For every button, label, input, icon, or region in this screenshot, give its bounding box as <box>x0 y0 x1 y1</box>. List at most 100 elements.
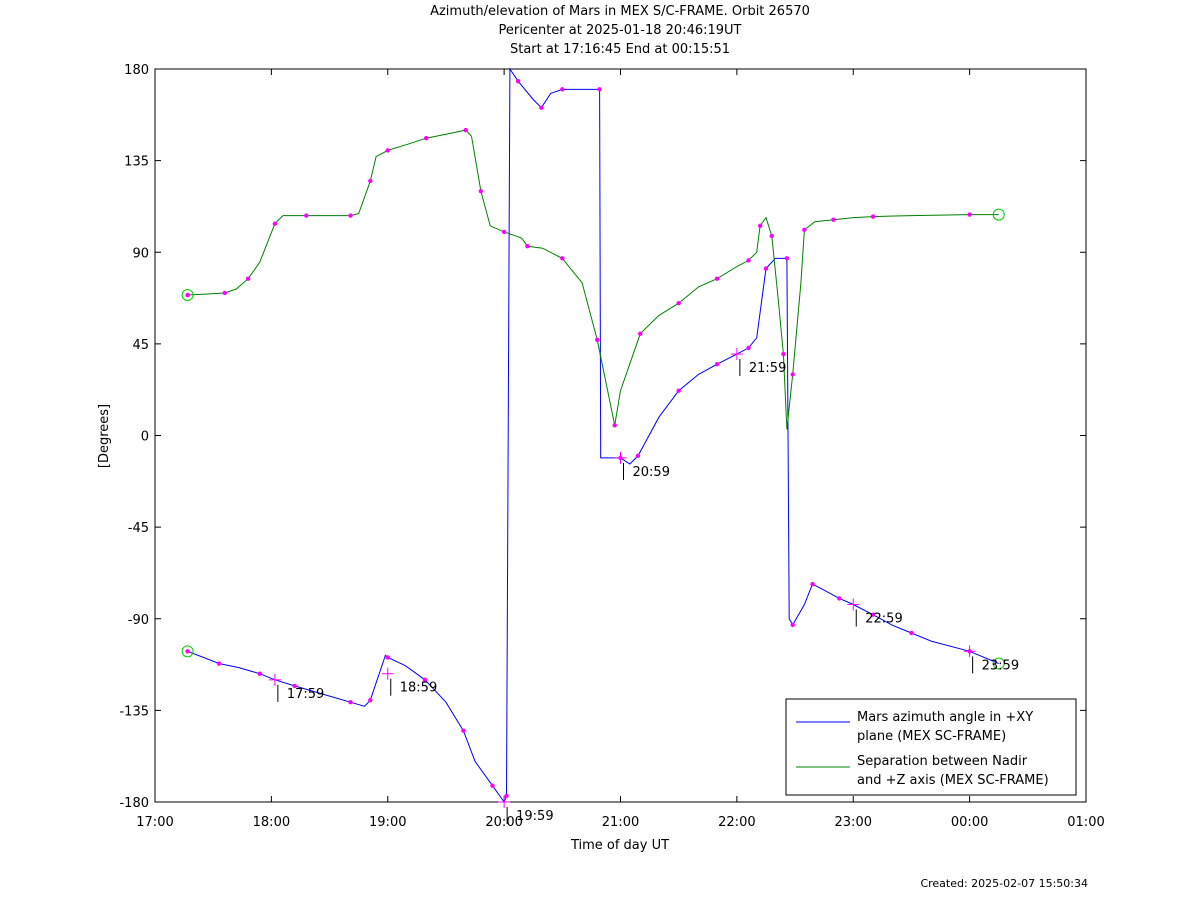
data-point-marker <box>831 217 836 222</box>
data-point-marker <box>870 214 876 219</box>
data-point-marker <box>790 622 795 628</box>
data-point-marker <box>368 697 373 703</box>
data-point-marker <box>802 227 807 233</box>
y-tick-label: 180 <box>124 63 149 78</box>
annotation-label: 22:59 <box>865 611 902 626</box>
endpoint-circle-marker <box>181 645 194 658</box>
x-tick-label: 22:00 <box>718 815 755 830</box>
data-point-marker <box>490 783 495 788</box>
y-tick-label: 0 <box>141 430 149 445</box>
x-tick-label: 01:00 <box>1067 815 1104 830</box>
data-point-marker <box>216 661 222 666</box>
data-point-marker <box>257 671 262 676</box>
legend-azimuth-line2: plane (MEX SC-FRAME) <box>857 729 1006 744</box>
data-point-marker <box>463 127 468 133</box>
x-tick-label: 18:00 <box>253 815 290 830</box>
annotation-label: 23:59 <box>982 658 1019 673</box>
y-tick-label: 135 <box>124 155 149 170</box>
legend-separation-line1: Separation between Nadir <box>857 754 1028 769</box>
data-point-marker <box>714 276 720 281</box>
data-point-marker <box>790 372 795 377</box>
data-point-marker <box>501 229 507 235</box>
annotation-label: 21:59 <box>749 361 786 376</box>
annotation-label: 20:59 <box>633 465 670 480</box>
data-point-marker <box>348 213 353 218</box>
axis-ticks: 17:00 18:00 19:00 20:00 21:00 22:00 23:00 00:00… <box>119 63 1104 830</box>
annotation-label: 17:59 <box>287 687 324 702</box>
endpoint-circle-marker <box>992 657 1005 670</box>
data-point-marker <box>909 630 914 636</box>
data-point-marker <box>612 423 617 428</box>
endpoint-circle-marker <box>181 289 194 302</box>
data-point-marker <box>784 256 790 261</box>
data-point-marker <box>461 728 466 733</box>
time-annotations: 17:59 18:59 19:59 20:59 21:59 22:59 23:59 <box>277 359 1019 824</box>
data-point-marker <box>348 700 353 705</box>
annotation-label: 19:59 <box>516 809 553 824</box>
y-tick-label: -135 <box>119 704 149 719</box>
data-point-marker <box>222 290 228 296</box>
x-tick-label: 20:00 <box>485 815 522 830</box>
data-point-marker <box>676 300 681 306</box>
chart-title: Azimuth/elevation of Mars in MEX S/C-FRA… <box>430 4 810 19</box>
data-point-marker <box>368 178 373 184</box>
x-tick-label: 19:00 <box>369 815 406 830</box>
data-point-marker <box>304 213 309 218</box>
legend-separation-line2: and +Z axis (MEX SC-FRAME) <box>857 773 1049 788</box>
y-tick-label: 45 <box>132 338 149 353</box>
series-markers <box>181 79 1005 808</box>
x-tick-label: 21:00 <box>602 815 639 830</box>
created-timestamp: Created: 2025-02-07 15:50:34 <box>920 877 1088 890</box>
data-point-marker <box>635 453 641 459</box>
endpoint-circle-marker <box>992 208 1005 221</box>
data-point-marker <box>560 87 565 92</box>
data-point-marker <box>638 331 643 336</box>
data-point-marker <box>525 243 530 249</box>
data-point-marker <box>781 351 786 357</box>
y-tick-label: -180 <box>119 796 149 811</box>
data-point-marker <box>837 596 842 601</box>
data-point-marker <box>423 136 429 141</box>
series-lines <box>187 67 999 804</box>
data-point-marker <box>810 581 815 587</box>
data-point-marker <box>478 188 484 194</box>
data-point-marker <box>272 221 278 226</box>
data-point-marker <box>595 337 600 343</box>
data-point-marker <box>560 256 565 261</box>
data-point-marker <box>597 87 602 92</box>
y-tick-label: -45 <box>128 521 149 536</box>
y-tick-label: -90 <box>128 613 149 628</box>
chart-subtitle-time-range: Start at 17:16:45 End at 00:15:51 <box>509 42 731 57</box>
data-point-marker <box>185 292 190 298</box>
data-point-marker <box>422 677 428 683</box>
y-tick-label: 90 <box>132 246 149 261</box>
data-point-marker <box>769 233 774 239</box>
data-point-marker <box>185 649 190 654</box>
data-point-marker <box>504 793 509 799</box>
x-tick-label: 00:00 <box>951 815 988 830</box>
data-point-marker <box>746 258 751 263</box>
data-point-marker <box>757 223 763 228</box>
legend: Mars azimuth angle in +XY plane (MEX SC-… <box>785 698 1077 796</box>
legend-box <box>785 698 1077 796</box>
annotation-label: 18:59 <box>400 681 437 696</box>
data-point-marker <box>870 612 876 617</box>
data-point-marker <box>245 276 251 281</box>
legend-azimuth-line1: Mars azimuth angle in +XY <box>857 710 1033 725</box>
data-point-marker <box>746 345 751 351</box>
data-point-marker <box>714 362 720 367</box>
data-point-marker <box>539 105 544 110</box>
data-point-marker <box>515 79 521 84</box>
separation-series-line <box>187 129 999 430</box>
x-axis-label: Time of day UT <box>570 838 669 853</box>
x-tick-label: 17:00 <box>136 815 173 830</box>
y-axis-label: [Degrees] <box>97 404 112 468</box>
data-point-marker <box>763 266 769 271</box>
azimuth-series-line <box>187 67 999 804</box>
data-point-marker <box>292 683 297 689</box>
data-point-marker <box>967 212 972 217</box>
data-point-marker <box>676 388 681 393</box>
data-point-marker <box>385 148 390 153</box>
x-tick-label: 23:00 <box>835 815 872 830</box>
